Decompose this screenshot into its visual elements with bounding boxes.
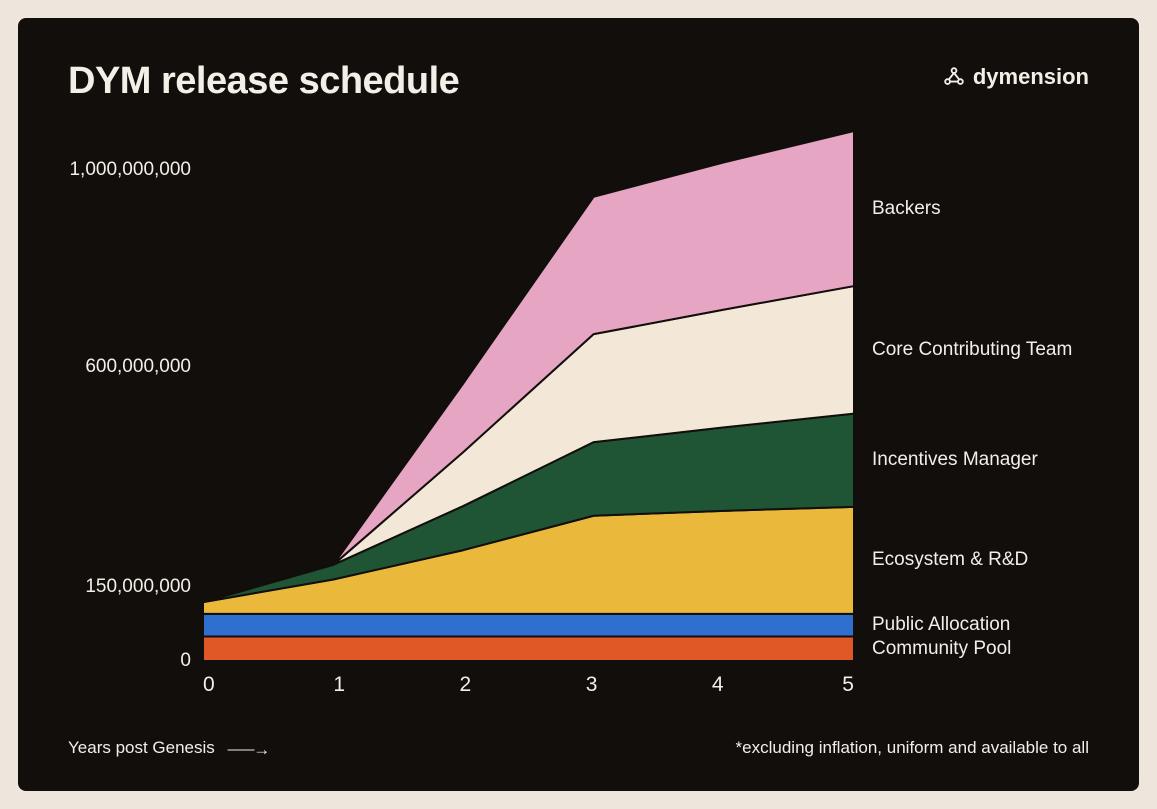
x-axis-label: Years post Genesis ⸺→: [68, 735, 268, 760]
area-public-allocation: [203, 614, 854, 637]
x-tick: 5: [834, 673, 854, 697]
brand-logo: dymension: [943, 64, 1089, 90]
x-axis: 0 1 2 3 4 5: [203, 673, 854, 697]
header: DYM release schedule dymension: [68, 60, 1089, 103]
legend-backers: Backers: [872, 198, 941, 220]
area-community-pool: [203, 636, 854, 661]
x-tick: 0: [203, 673, 223, 697]
legend: Backers Core Contributing Team Incentives …: [854, 131, 1089, 701]
legend-community-pool: Community Pool: [872, 638, 1011, 660]
chart-title: DYM release schedule: [68, 60, 459, 103]
y-tick: 150,000,000: [85, 576, 191, 598]
y-tick: 1,000,000,000: [69, 159, 191, 181]
brand-icon: [943, 66, 965, 88]
brand-text: dymension: [973, 64, 1089, 90]
legend-incentives-manager: Incentives Manager: [872, 449, 1038, 471]
legend-public-allocation: Public Allocation: [872, 614, 1010, 636]
legend-core-contributing-team: Core Contributing Team: [872, 339, 1072, 361]
arrow-icon: ⸺→: [227, 735, 269, 760]
x-tick: 3: [582, 673, 602, 697]
y-tick: 600,000,000: [85, 356, 191, 378]
x-tick: 4: [708, 673, 728, 697]
y-tick: 0: [180, 650, 191, 672]
footnote: *excluding inflation, uniform and availa…: [736, 738, 1089, 758]
plot-region: [203, 131, 854, 661]
footer: Years post Genesis ⸺→ *excluding inflati…: [68, 735, 1089, 760]
chart-card: DYM release schedule dymension 0 150,000,…: [18, 18, 1139, 791]
legend-ecosystem-r-d: Ecosystem & R&D: [872, 549, 1028, 571]
y-axis: 0 150,000,000 600,000,000 1,000,000,000: [68, 131, 203, 701]
x-tick: 2: [455, 673, 475, 697]
x-tick: 1: [329, 673, 349, 697]
chart-area: 0 150,000,000 600,000,000 1,000,000,000 0 1 2…: [68, 131, 1089, 701]
